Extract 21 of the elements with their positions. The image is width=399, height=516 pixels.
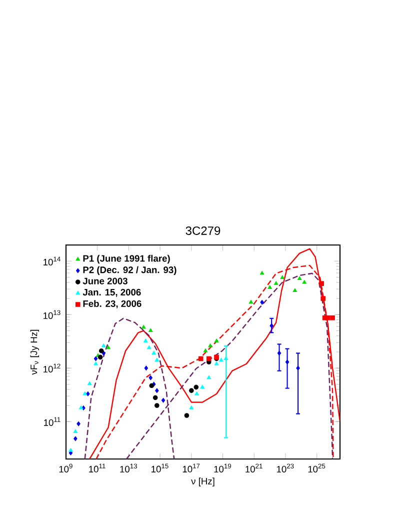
y-axis-title: νF$_{ν}$ [Jy Hz]: [30, 330, 40, 375]
legend-label: Feb. 23, 2006: [83, 300, 142, 308]
chart-title: 3C279: [186, 226, 220, 235]
legend-label: P1 (June 1991 flare): [83, 254, 170, 264]
x-tick-label: 10$^{23}$: [276, 464, 294, 472]
legend-label: P2 (Dec. 92 / Jan. 93): [83, 266, 176, 276]
y-tick-label: 10$^{13}$: [44, 310, 60, 319]
x-tick-label: 10$^{19}$: [214, 464, 232, 472]
y-tick-label: 10$^{11}$: [44, 417, 60, 426]
legend-label: June 2003: [82, 278, 128, 284]
x-tick-label: 10$^{15}$: [152, 464, 168, 472]
x-tick-label: 10$^{21}$: [246, 464, 262, 472]
x-tick-label: 10$^{11}$: [89, 464, 106, 472]
x-tick-label: 10$^{13}$: [120, 464, 137, 472]
y-tick-label: 10$^{14}$: [44, 256, 60, 266]
x-axis-title: ν [Hz]: [191, 478, 214, 486]
x-tick-label: 10$^{17}$: [182, 464, 200, 472]
y-tick-label: 10$^{12}$: [44, 364, 60, 372]
x-tick-label: 10$^{25}$: [308, 464, 326, 472]
legend-label: Jan. 15, 2006: [82, 288, 141, 297]
x-tick-label: 10$^{9}$: [59, 464, 72, 472]
